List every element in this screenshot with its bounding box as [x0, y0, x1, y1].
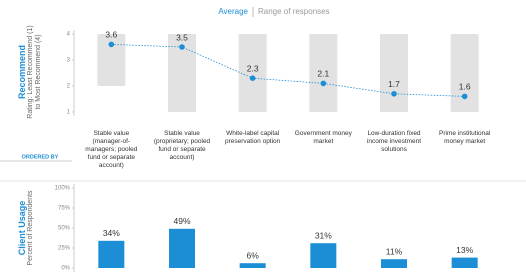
category-label: Stable value (manager-of-managers; poole…: [85, 130, 138, 169]
value-label: 2.3: [247, 63, 259, 73]
value-label: 49%: [173, 216, 190, 226]
y-tick-label: 50%: [58, 226, 71, 232]
bar: [381, 259, 407, 268]
value-label: 1.7: [388, 79, 400, 89]
bar: [169, 228, 195, 268]
value-label: 11%: [386, 246, 403, 256]
category-label: Government money market: [294, 130, 352, 145]
y-tick-label: 3: [67, 58, 71, 64]
bar: [98, 240, 125, 268]
tab-range[interactable]: Range of responses: [258, 7, 330, 16]
category-label: Stable value (proprietary; pooled fund o…: [153, 130, 211, 161]
range-bar: [380, 34, 408, 112]
value-label: 6%: [247, 250, 260, 260]
average-line: [111, 44, 465, 97]
value-label: 31%: [315, 230, 332, 240]
y-tick-label: 4: [67, 32, 71, 38]
axis-title-block: Client Usage Percent of Respondents: [17, 178, 47, 278]
average-point: [461, 93, 468, 100]
tab-average[interactable]: Average: [218, 7, 248, 16]
value-label: 2.1: [317, 69, 329, 79]
range-bar: [309, 34, 338, 112]
y-tick-label: 1: [67, 110, 71, 116]
value-label: 1.6: [459, 82, 471, 92]
y-axis-label: Percent of Respondents: [27, 190, 34, 266]
value-label: 34%: [103, 228, 120, 238]
y-tick-label: 25%: [58, 246, 71, 252]
value-label: 3.5: [176, 32, 188, 42]
bar: [310, 243, 337, 268]
average-point: [179, 44, 185, 50]
value-label: 3.6: [105, 30, 117, 40]
range-bar: [450, 34, 479, 112]
category-label: Prime institutional money market: [439, 130, 491, 145]
category-label: Low-duration fixed income investment sol…: [366, 130, 422, 153]
ordered-by: ORDERED BY: [22, 154, 59, 160]
y-tick-label: 2: [67, 84, 71, 90]
category-label: White-label capital preservation option: [225, 130, 281, 145]
axis-title: Recommend: [17, 45, 27, 100]
value-label: 13%: [456, 245, 473, 255]
average-point: [391, 91, 397, 97]
y-tick-label: 100%: [55, 186, 71, 192]
bar: [239, 263, 266, 268]
average-point: [249, 75, 256, 81]
y-tick-label: 0%: [61, 266, 70, 272]
y-axis-label: Rating: Least Recommend (1) to Most Reco…: [27, 25, 42, 119]
average-point: [108, 41, 115, 48]
average-point: [320, 80, 327, 87]
y-tick-label: 75%: [58, 206, 71, 212]
axis-title-block: Recommend Rating: Least Recommend (1) to …: [17, 22, 47, 122]
axis-title: Client Usage: [17, 200, 27, 256]
bar: [451, 257, 478, 268]
range-bar: [238, 34, 267, 112]
